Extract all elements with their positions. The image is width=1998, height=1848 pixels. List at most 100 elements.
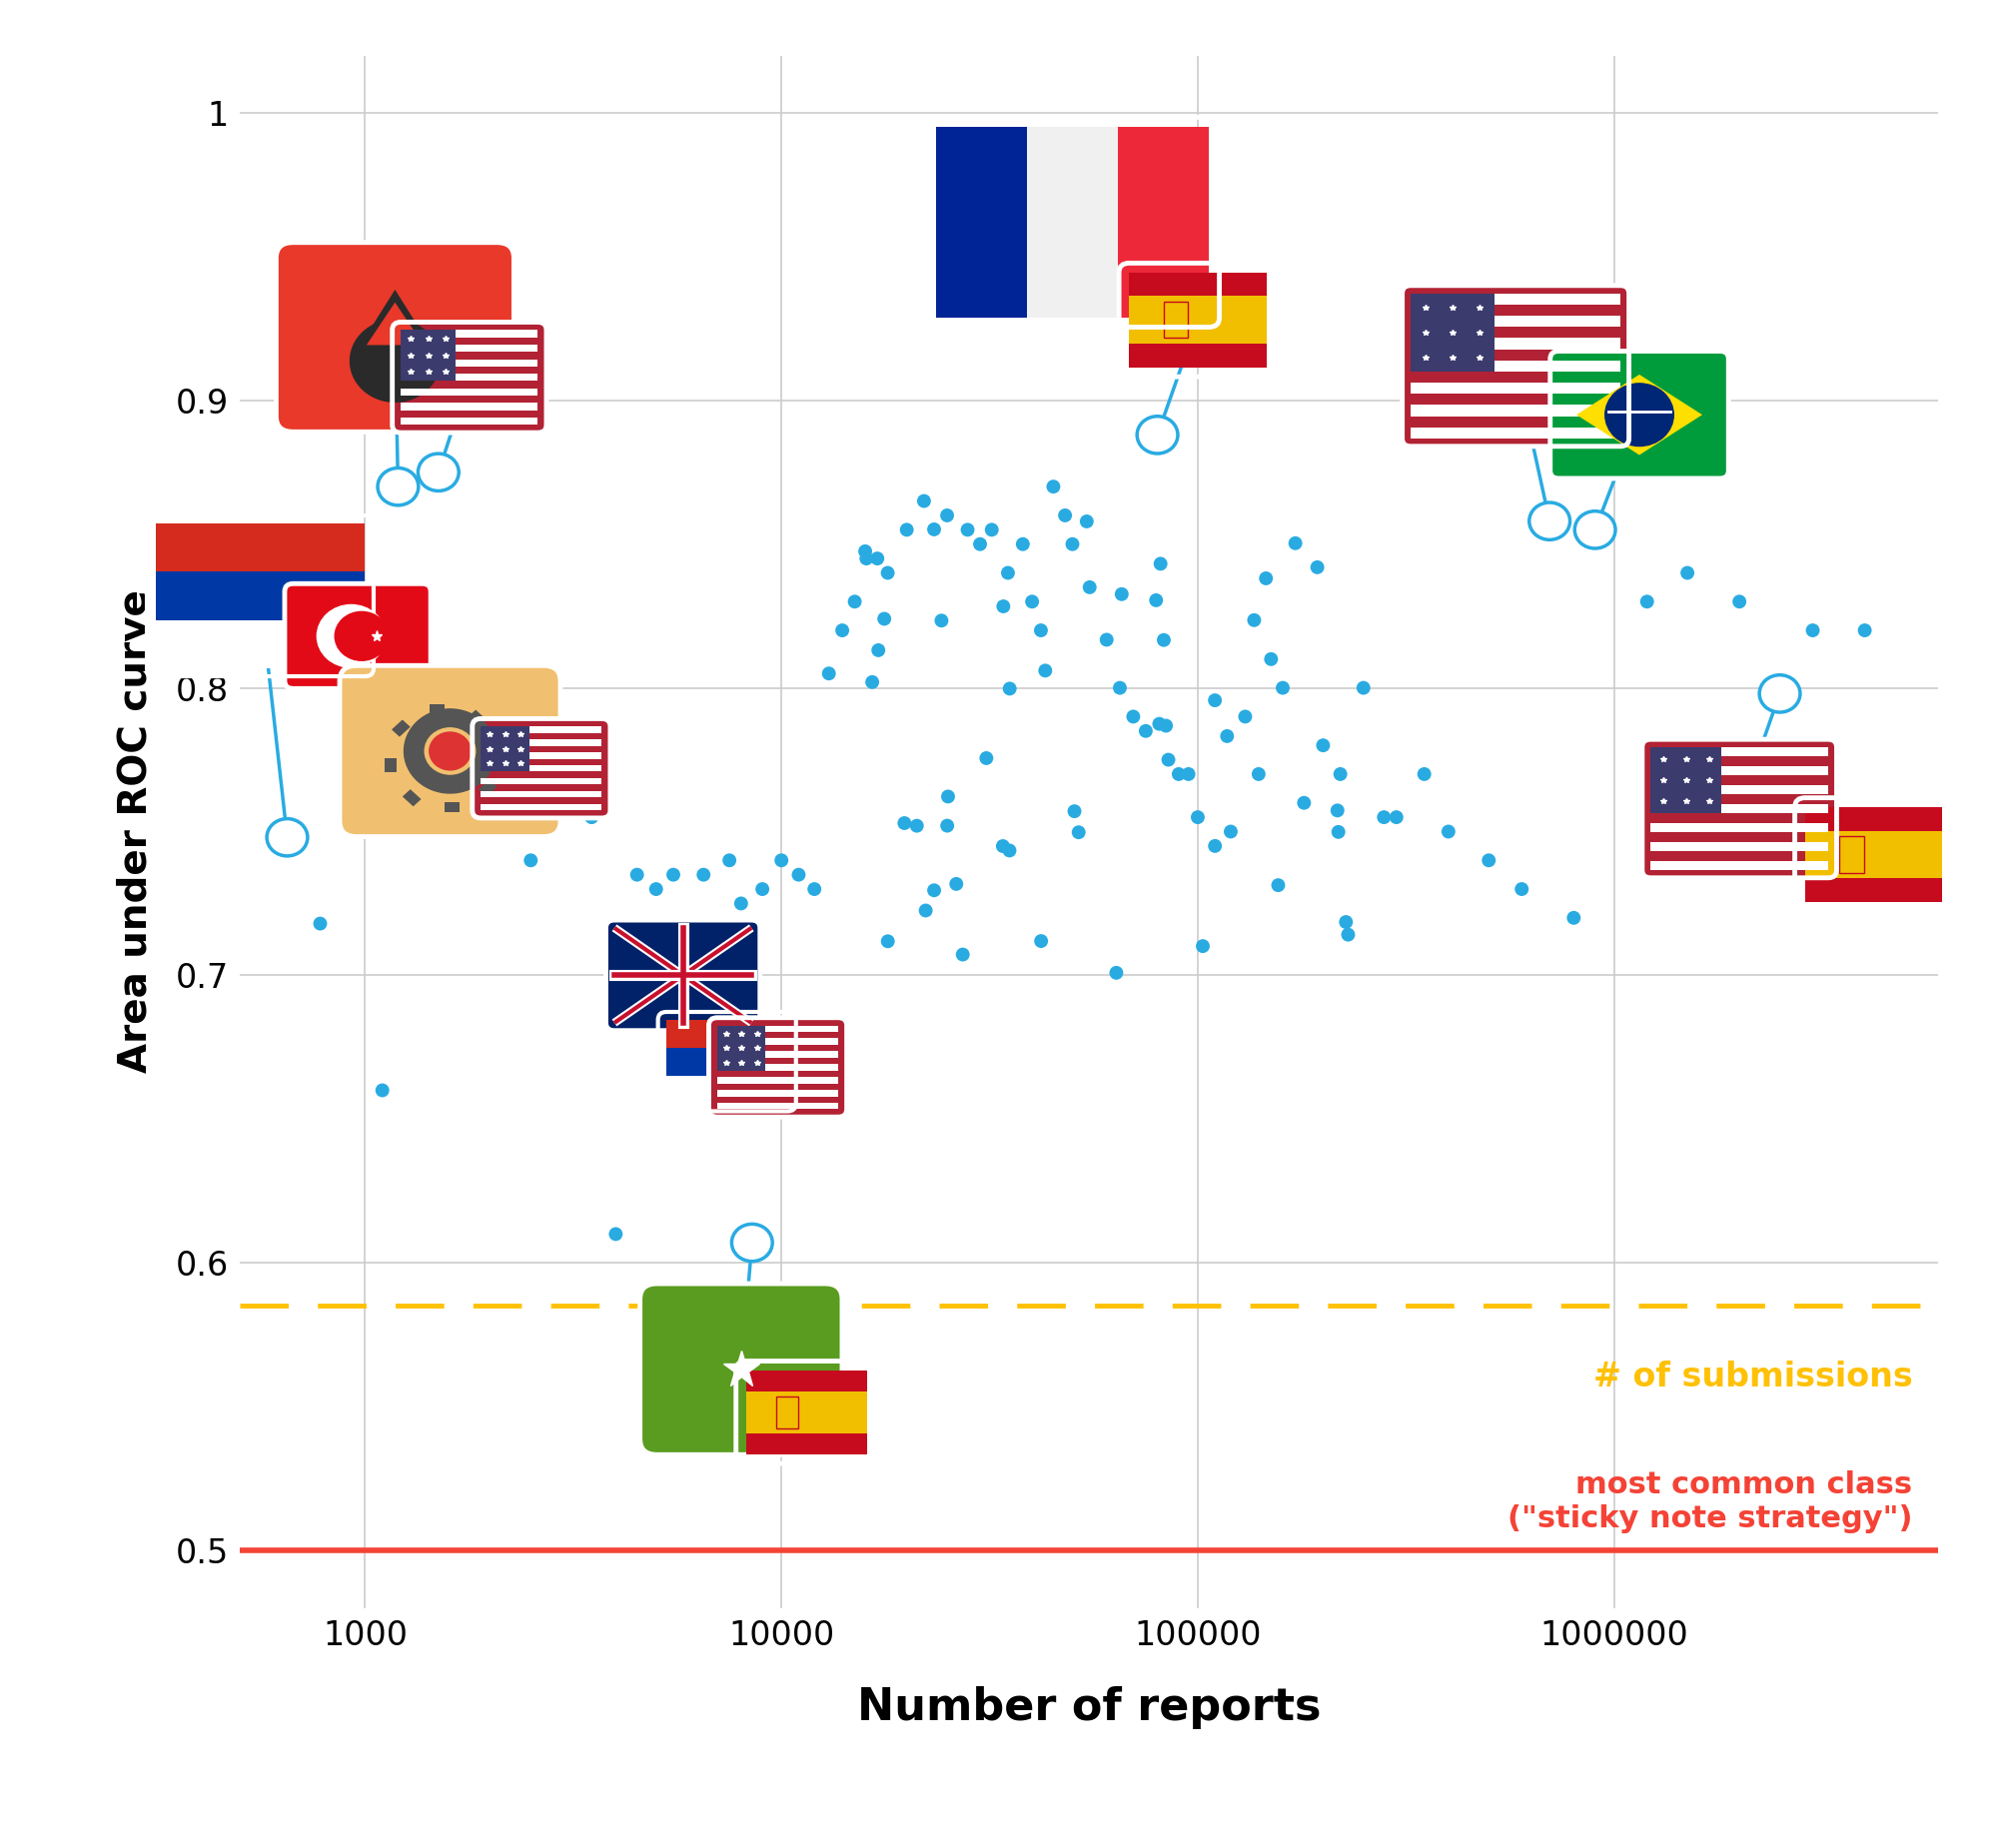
Bar (765, 1026, 839, 1031)
Bar (494, 745, 503, 758)
Point (1105, 580, 1137, 610)
Point (1381, 802, 1413, 832)
Point (1321, 796, 1353, 826)
Bar (386, 758, 396, 772)
Bar (1495, 338, 1620, 349)
Bar (430, 704, 444, 713)
Bar (444, 802, 460, 813)
Bar (1495, 294, 1620, 305)
Point (1506, 874, 1538, 904)
Circle shape (318, 604, 386, 667)
Point (1163, 760, 1195, 789)
Point (851, 543, 883, 573)
Point (1187, 931, 1219, 961)
FancyBboxPatch shape (605, 920, 759, 1031)
Bar (402, 789, 422, 806)
Bar (529, 752, 601, 760)
Point (813, 658, 845, 687)
Bar (482, 791, 601, 796)
Point (1630, 588, 1662, 617)
Y-axis label: Area under ROC curve: Area under ROC curve (116, 590, 154, 1074)
Point (1007, 529, 1039, 558)
Point (272, 822, 304, 852)
Point (1301, 553, 1333, 582)
Bar (456, 373, 537, 381)
Bar (717, 1103, 839, 1109)
Point (1325, 760, 1357, 789)
Point (1057, 529, 1089, 558)
FancyBboxPatch shape (1403, 285, 1628, 447)
Bar (1495, 360, 1620, 371)
Text: # of submissions: # of submissions (1592, 1360, 1912, 1393)
Point (947, 941, 979, 970)
Bar (1650, 861, 1828, 870)
FancyBboxPatch shape (1550, 351, 1728, 479)
Bar (1129, 272, 1267, 296)
Point (839, 588, 871, 617)
Bar (935, 126, 1027, 318)
Bar (1840, 837, 1864, 872)
Point (1059, 796, 1091, 826)
Text: most common class
("sticky note strategy"): most common class ("sticky note strategy… (1508, 1471, 1912, 1534)
Bar (745, 1434, 867, 1454)
Bar (777, 1397, 799, 1429)
Point (1147, 625, 1179, 654)
Bar (1804, 878, 1942, 902)
FancyBboxPatch shape (667, 1076, 787, 1103)
Point (975, 516, 1007, 545)
Bar (1650, 841, 1828, 852)
Point (547, 787, 579, 817)
Point (304, 909, 336, 939)
Bar (392, 719, 410, 737)
Circle shape (1085, 214, 1125, 253)
Point (951, 516, 983, 545)
Polygon shape (366, 303, 424, 346)
Point (965, 529, 997, 558)
Point (1211, 721, 1243, 750)
Circle shape (488, 789, 527, 828)
Bar (456, 331, 537, 336)
Point (1279, 529, 1311, 558)
Point (1173, 760, 1205, 789)
Point (1029, 656, 1061, 686)
Bar (529, 765, 601, 772)
Point (1848, 615, 1880, 645)
Point (1199, 832, 1231, 861)
Point (1333, 920, 1365, 950)
Bar (1722, 747, 1828, 756)
Point (1347, 673, 1379, 702)
Point (713, 846, 745, 876)
Point (1307, 730, 1339, 760)
Bar (1495, 316, 1620, 327)
Circle shape (268, 819, 308, 856)
Point (639, 874, 671, 904)
Point (925, 606, 957, 636)
Point (1181, 802, 1213, 832)
Circle shape (751, 1403, 793, 1440)
FancyBboxPatch shape (156, 621, 366, 669)
Point (871, 558, 903, 588)
Bar (482, 778, 601, 785)
Circle shape (426, 728, 476, 774)
Bar (745, 1371, 867, 1392)
Bar (1411, 294, 1495, 371)
Bar (402, 418, 537, 425)
Point (1323, 817, 1355, 846)
Point (1473, 846, 1504, 876)
Circle shape (675, 970, 715, 1009)
Point (869, 604, 901, 634)
Polygon shape (350, 290, 440, 360)
Bar (1804, 808, 1942, 832)
Point (575, 802, 607, 832)
Point (765, 846, 797, 876)
Point (366, 1076, 398, 1105)
Point (783, 859, 815, 889)
Bar (765, 1039, 839, 1044)
Point (863, 636, 895, 665)
FancyBboxPatch shape (667, 1020, 787, 1048)
Point (907, 486, 939, 516)
Bar (529, 739, 601, 747)
Point (1103, 673, 1135, 702)
Point (931, 811, 963, 841)
Polygon shape (1576, 375, 1702, 455)
